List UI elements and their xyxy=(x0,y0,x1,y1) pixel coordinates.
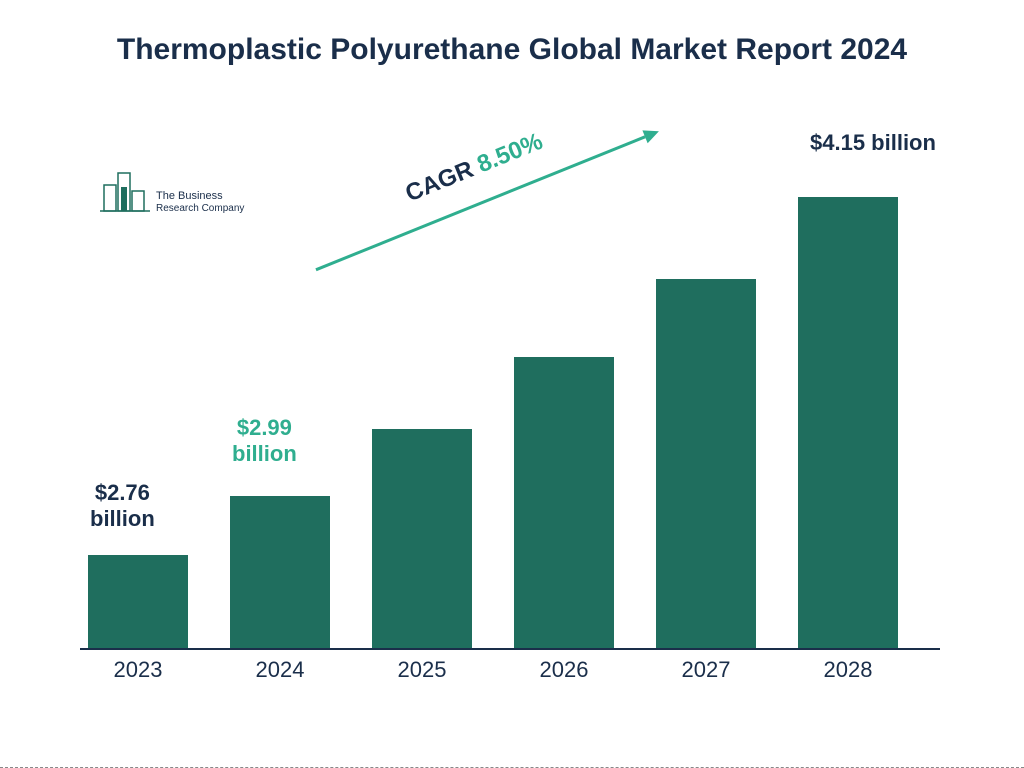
x-axis-label: 2028 xyxy=(798,657,898,683)
chart-title: Thermoplastic Polyurethane Global Market… xyxy=(0,30,1024,69)
bar xyxy=(798,197,898,648)
x-axis-label: 2027 xyxy=(656,657,756,683)
bar xyxy=(88,555,188,648)
value-label: $2.99billion xyxy=(232,415,297,468)
bar xyxy=(372,429,472,648)
x-axis-label: 2026 xyxy=(514,657,614,683)
bar xyxy=(656,279,756,648)
value-label: $2.76billion xyxy=(90,480,155,533)
bar xyxy=(230,496,330,648)
x-axis-label: 2023 xyxy=(88,657,188,683)
bar xyxy=(514,357,614,648)
x-axis-label: 2025 xyxy=(372,657,472,683)
x-axis-label: 2024 xyxy=(230,657,330,683)
value-label: $4.15 billion xyxy=(810,130,936,156)
